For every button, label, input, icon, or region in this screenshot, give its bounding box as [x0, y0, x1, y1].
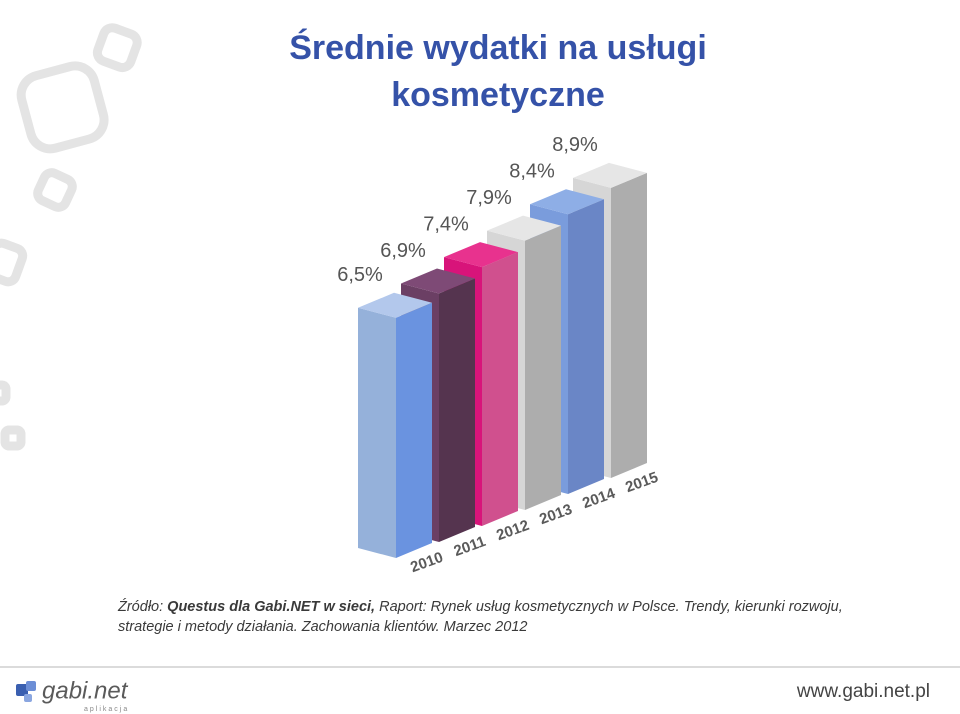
value-label: 7,9% [466, 187, 512, 209]
x-tick-label: 2014 [580, 485, 618, 513]
bar [358, 292, 432, 558]
x-tick-label: 2012 [494, 517, 531, 544]
logo-sub: aplikacja [84, 706, 129, 713]
bar-top [487, 215, 561, 241]
value-label: 8,9% [552, 134, 598, 156]
bars: 8,9% 2015 8,4% 2014 7,9% 2013 7,4% 2012 6,9% 2011… [337, 134, 660, 576]
value-label: 6,5% [337, 264, 383, 286]
x-tick-label: 2015 [623, 469, 660, 496]
source: strategie i metody działania. Zachowania… [118, 619, 527, 635]
bar-top [444, 242, 518, 268]
value-label: 8,4% [509, 161, 555, 183]
source-bold: Questus dla Gabi.NET w sieci, [167, 599, 375, 615]
chart-title: kosmetyczne [391, 76, 605, 114]
bar-side [611, 172, 647, 478]
value-label: 6,9% [380, 240, 426, 262]
logo-icon [16, 681, 36, 702]
bar-side [525, 225, 561, 510]
bar-side [396, 302, 432, 558]
bar-side [439, 278, 475, 542]
bar-top [573, 162, 647, 188]
x-tick-label: 2011 [452, 533, 488, 560]
x-tick-label: 2010 [408, 549, 445, 576]
source-prefix: Źródło: [117, 598, 167, 615]
logo: gabi.net [42, 677, 129, 704]
bar-side [482, 252, 518, 526]
bar-front [358, 307, 396, 558]
source-text: Raport: Rynek usług kosmetycznych w Pols… [375, 599, 843, 615]
bar-top [401, 268, 475, 294]
bar-top [358, 292, 432, 318]
value-label: 7,4% [423, 213, 469, 235]
url: www.gabi.net.pl [796, 681, 930, 702]
decoration [0, 23, 142, 451]
bar-top [530, 189, 604, 215]
source: Źródło: Questus dla Gabi.NET w sieci, Ra… [117, 598, 843, 615]
chart-title: Średnie wydatki na usługi [289, 29, 707, 67]
bar-side [568, 199, 604, 494]
x-tick-label: 2013 [537, 501, 574, 528]
